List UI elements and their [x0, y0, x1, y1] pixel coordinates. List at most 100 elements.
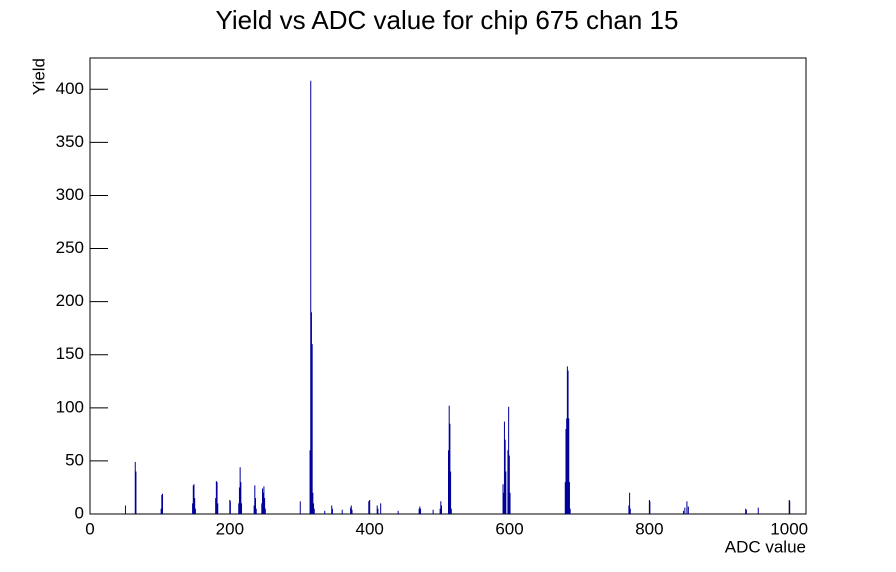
histogram-bar	[331, 508, 333, 514]
histogram-bar	[418, 508, 420, 514]
y-axis-label: Yield	[29, 58, 48, 95]
histogram-bar	[299, 501, 301, 514]
histogram-bar	[253, 505, 255, 514]
histogram-bar	[503, 492, 505, 514]
histogram-bar	[503, 421, 505, 514]
histogram-bar	[502, 484, 504, 514]
y-tick-label: 250	[56, 238, 84, 257]
histogram-bar	[745, 508, 747, 514]
histogram-bar	[135, 471, 137, 514]
histogram-bar	[450, 471, 452, 514]
histogram-bar	[745, 509, 747, 514]
y-tick-label: 350	[56, 132, 84, 151]
histogram-bar	[194, 498, 196, 514]
histogram-bar	[687, 506, 689, 514]
histogram-bar	[254, 485, 256, 514]
x-tick-label: 0	[85, 519, 94, 538]
histogram-bar	[509, 492, 511, 514]
y-tick-label: 300	[56, 185, 84, 204]
histogram-bar	[310, 80, 312, 514]
histogram-bar	[311, 344, 313, 514]
histogram-bar	[264, 498, 266, 514]
histogram-bar	[192, 503, 194, 514]
histogram-bar	[160, 508, 162, 514]
histogram-bar	[441, 505, 443, 514]
histogram-bar	[324, 510, 326, 514]
histogram-bar	[255, 498, 257, 514]
histogram-bar	[450, 508, 452, 514]
histogram-bar	[682, 510, 684, 514]
histogram-bar	[420, 508, 422, 514]
plot-frame	[89, 57, 807, 515]
histogram-bar	[238, 503, 240, 514]
histogram-bar	[368, 501, 370, 514]
x-tick-label: 1000	[770, 519, 808, 538]
histogram-bar	[629, 508, 631, 514]
histogram-bar	[309, 450, 311, 514]
x-tick-label: 200	[216, 519, 244, 538]
x-tick-label: 600	[495, 519, 523, 538]
histogram-bar	[505, 471, 507, 514]
histogram-bar	[238, 487, 240, 514]
histogram-bar	[376, 505, 378, 514]
histogram-bar	[508, 406, 510, 514]
y-tick-label: 150	[56, 344, 84, 363]
histogram-bar	[350, 507, 352, 514]
histogram-bar	[440, 501, 442, 514]
histogram-bar	[567, 370, 569, 514]
x-tick-label: 800	[635, 519, 663, 538]
histogram-bar	[439, 508, 441, 514]
histogram-bar	[649, 501, 651, 514]
histogram-bar	[504, 439, 506, 514]
histogram-bar	[351, 509, 353, 514]
histogram-bar	[684, 507, 686, 514]
histogram-bar	[161, 494, 163, 514]
histogram-bar	[432, 509, 434, 514]
histogram-bar	[264, 508, 266, 514]
histogram-bar	[239, 467, 241, 514]
histogram-bar	[241, 503, 243, 514]
histogram-bar	[240, 482, 242, 514]
histogram-bar	[192, 485, 194, 514]
histogram-bar	[124, 505, 126, 514]
chart-title: Yield vs ADC value for chip 675 chan 15	[216, 5, 679, 35]
x-tick-label: 400	[356, 519, 384, 538]
histogram-bar	[216, 482, 218, 514]
histogram-bar	[628, 505, 630, 514]
histogram-bar	[569, 508, 571, 514]
y-tick-label: 0	[75, 503, 84, 522]
histogram-bar	[629, 492, 631, 514]
y-tick-label: 400	[56, 79, 84, 98]
histogram-bar	[565, 429, 567, 514]
histogram-bar	[194, 508, 196, 514]
histogram-bar	[255, 508, 257, 514]
histogram-bar	[377, 508, 379, 514]
histogram-bar	[313, 508, 315, 514]
histogram-bar	[215, 481, 217, 514]
histogram-bar	[397, 510, 399, 514]
histogram-bar	[568, 418, 570, 514]
histogram-bar	[566, 418, 568, 514]
y-tick-label: 50	[65, 450, 84, 469]
histogram-bar	[217, 503, 219, 514]
histogram-bar	[313, 503, 315, 514]
histogram-bar	[162, 493, 164, 514]
y-tick-label: 200	[56, 291, 84, 310]
histogram-bar	[566, 366, 568, 514]
histogram-bar	[449, 423, 451, 514]
histogram-bar	[757, 507, 759, 514]
histogram-bar	[564, 482, 566, 514]
histogram-bar	[262, 492, 264, 514]
histogram-bar	[419, 506, 421, 514]
histogram-bar	[263, 486, 265, 514]
histogram-bar	[331, 505, 333, 514]
histogram-bar	[789, 501, 791, 514]
x-axis-label: ADC value	[725, 537, 806, 556]
histogram-bar	[507, 450, 509, 514]
histogram-bar	[229, 501, 231, 514]
histogram-bar	[341, 509, 343, 514]
histogram-bar	[193, 484, 195, 514]
histogram-bar	[508, 455, 510, 514]
histogram-bar	[568, 482, 570, 514]
